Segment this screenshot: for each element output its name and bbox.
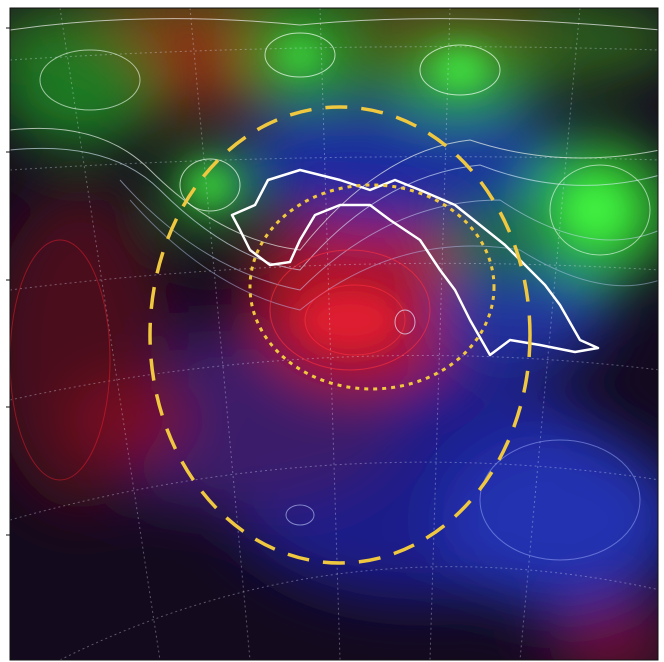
inner-dotted-circle <box>248 183 496 391</box>
frame <box>9 7 659 661</box>
bright-spots <box>188 37 625 350</box>
outer-dashed-circle <box>148 105 532 565</box>
coordinate-grid <box>10 8 658 660</box>
region-outline <box>230 168 600 357</box>
left-ticks <box>6 27 10 536</box>
contours <box>10 18 658 561</box>
